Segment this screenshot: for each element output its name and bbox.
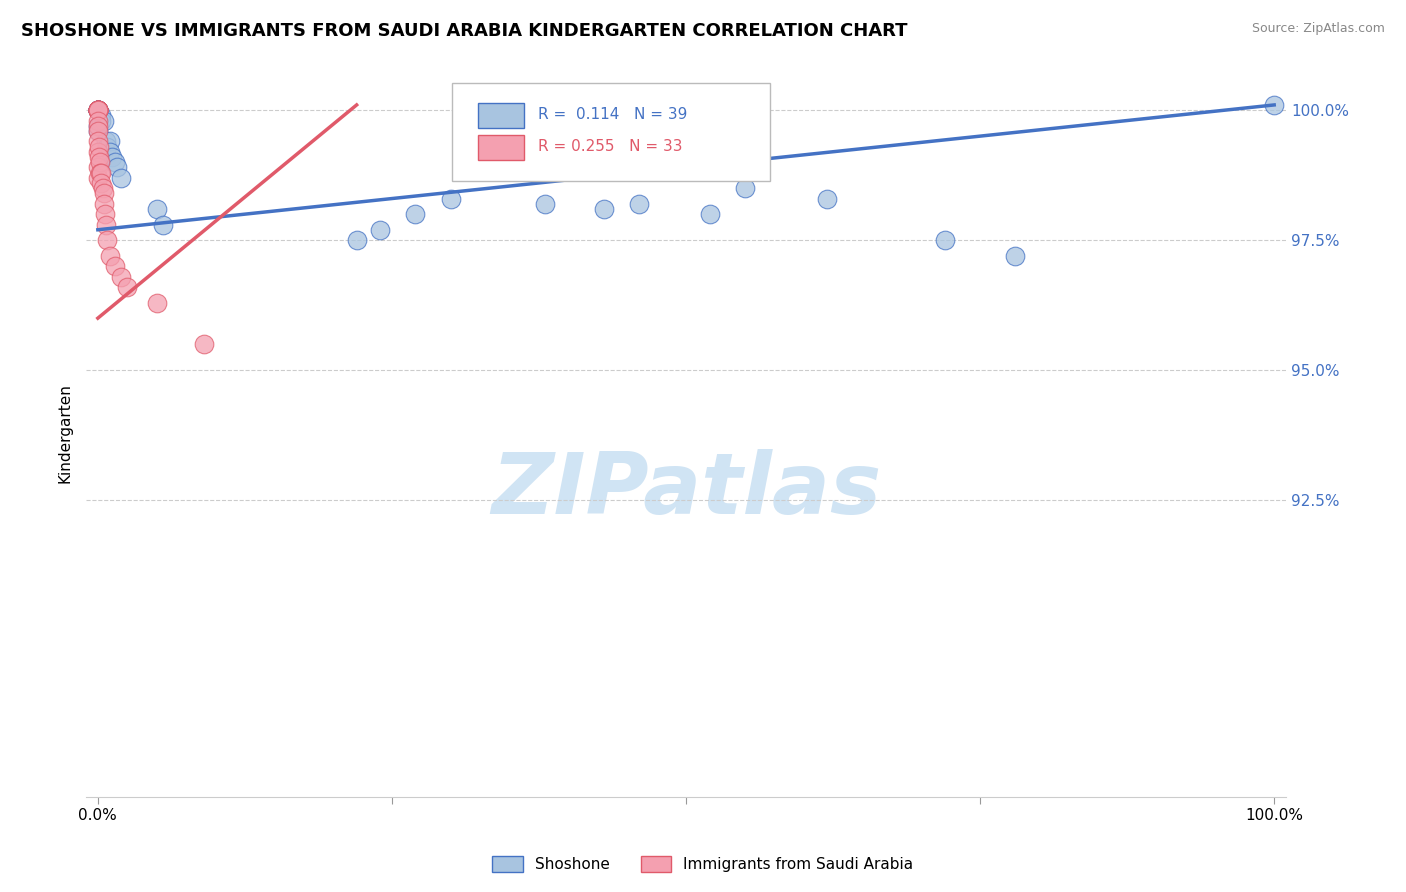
Point (87, 103, 110, 117)
Point (87, 103, 110, 117)
Point (115, 280, 138, 294)
Point (89, 155, 111, 169)
Point (152, 218, 174, 232)
Point (87, 103, 110, 117)
Point (193, 337, 215, 351)
Point (98, 145, 121, 159)
Point (101, 150, 124, 164)
Point (110, 269, 132, 284)
Point (94, 134, 117, 148)
Point (87, 103, 110, 117)
Point (96, 139, 118, 153)
Point (145, 295, 167, 310)
Point (1004, 249, 1026, 263)
Point (734, 181, 756, 195)
Point (94, 218, 117, 232)
Point (87, 103, 110, 117)
Point (87, 103, 110, 117)
Point (934, 233, 956, 247)
Point (87, 134, 110, 148)
Point (93, 196, 115, 211)
Point (98, 134, 121, 148)
Point (87, 103, 110, 117)
Point (87, 103, 110, 117)
FancyBboxPatch shape (453, 83, 770, 181)
Point (87, 170, 110, 185)
Y-axis label: Kindergarten: Kindergarten (58, 383, 72, 483)
Point (87, 103, 110, 117)
Point (96, 233, 118, 247)
Point (592, 202, 614, 216)
Text: ZIPatlas: ZIPatlas (491, 450, 882, 533)
Text: SHOSHONE VS IMMIGRANTS FROM SAUDI ARABIA KINDERGARTEN CORRELATION CHART: SHOSHONE VS IMMIGRANTS FROM SAUDI ARABIA… (21, 22, 908, 40)
Point (104, 155, 127, 169)
Point (90, 108, 112, 122)
Point (89, 165, 111, 179)
Point (87, 124, 110, 138)
Point (90, 113, 112, 128)
Point (87, 103, 110, 117)
Point (87, 145, 110, 159)
Legend: Shoshone, Immigrants from Saudi Arabia: Shoshone, Immigrants from Saudi Arabia (485, 848, 921, 880)
Point (93, 186, 115, 201)
Point (87, 113, 110, 128)
Text: R = 0.255   N = 33: R = 0.255 N = 33 (538, 139, 683, 154)
Text: Source: ZipAtlas.com: Source: ZipAtlas.com (1251, 22, 1385, 36)
Point (91, 181, 114, 195)
Point (87, 124, 110, 138)
Point (110, 170, 132, 185)
Point (404, 207, 426, 221)
Point (346, 233, 368, 247)
Point (815, 192, 838, 206)
Point (87, 103, 110, 117)
Point (440, 192, 463, 206)
Point (627, 196, 650, 211)
Point (94, 207, 117, 221)
Point (90, 165, 112, 179)
Point (104, 259, 127, 273)
Point (87, 103, 110, 117)
Point (87, 150, 110, 164)
Point (87, 103, 110, 117)
Point (98, 249, 121, 263)
Point (87, 139, 110, 153)
Point (87, 103, 110, 117)
Point (87, 119, 110, 133)
Point (90, 176, 112, 190)
Point (87, 103, 110, 117)
Text: R =  0.114   N = 39: R = 0.114 N = 39 (538, 107, 688, 122)
Point (87, 119, 110, 133)
Point (87, 103, 110, 117)
FancyBboxPatch shape (478, 103, 524, 128)
Point (145, 202, 167, 216)
Point (93, 113, 115, 128)
Point (87, 103, 110, 117)
Point (105, 161, 128, 175)
Point (87, 103, 110, 117)
Point (368, 223, 391, 237)
Point (699, 207, 721, 221)
Point (87, 103, 110, 117)
FancyBboxPatch shape (478, 135, 524, 161)
Point (1263, 98, 1285, 112)
Point (87, 161, 110, 175)
Point (534, 196, 557, 211)
